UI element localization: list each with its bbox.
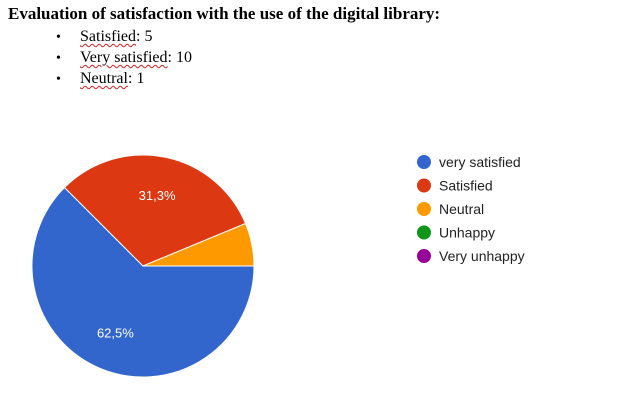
pie-slice-labels: 62,5% 31,3% (97, 188, 176, 340)
list-item-label: Satisfied (80, 28, 136, 45)
legend-label-very-unhappy: Very unhappy (439, 248, 525, 264)
bullet-icon: • (56, 72, 61, 87)
pie-slices (31, 154, 255, 378)
legend-swatch-very-satisfied (417, 155, 431, 169)
legend-swatch-satisfied (417, 178, 431, 193)
summary-list: • Satisfied: 5 • Very satisfied: 10 • Neutr… (56, 26, 192, 89)
pie-slice-satisfied (63, 154, 247, 267)
page-title: Evaluation of satisfaction with the use … (8, 4, 441, 23)
pie-label-satisfied: 31,3% (139, 188, 176, 203)
legend-swatch-very-unhappy (417, 249, 431, 263)
legend-label-neutral: Neutral (439, 201, 484, 217)
list-item-satisfied: • Satisfied: 5 (56, 26, 192, 47)
list-item-separator: : (127, 70, 137, 87)
list-item-value: 1 (136, 70, 145, 87)
list-item-value: 5 (144, 28, 153, 45)
legend-label-very-satisfied: very satisfied (439, 154, 521, 170)
chart-legend: very satisfied Satisfied Neutral Unhappy Ver… (417, 154, 525, 264)
legend-swatch-unhappy (417, 225, 431, 240)
legend-label-satisfied: Satisfied (439, 178, 493, 194)
pie-slice-very-satisfied (31, 186, 255, 378)
list-item-value: 10 (175, 49, 192, 66)
list-item-neutral: • Neutral: 1 (56, 68, 192, 89)
legend-label-unhappy: Unhappy (439, 225, 495, 241)
list-item-separator: : (167, 49, 176, 66)
pie-label-very-satisfied: 62,5% (97, 326, 134, 341)
list-item-label: Very satisfied (80, 49, 168, 66)
list-item-very-satisfied: • Very satisfied: 10 (56, 47, 192, 68)
bullet-icon: • (56, 30, 61, 45)
bullet-icon: • (56, 51, 61, 66)
list-item-separator: : (136, 28, 145, 45)
legend-swatch-neutral (417, 202, 431, 216)
pie-slice-neutral (142, 222, 255, 267)
list-item-label: Neutral (80, 70, 128, 87)
